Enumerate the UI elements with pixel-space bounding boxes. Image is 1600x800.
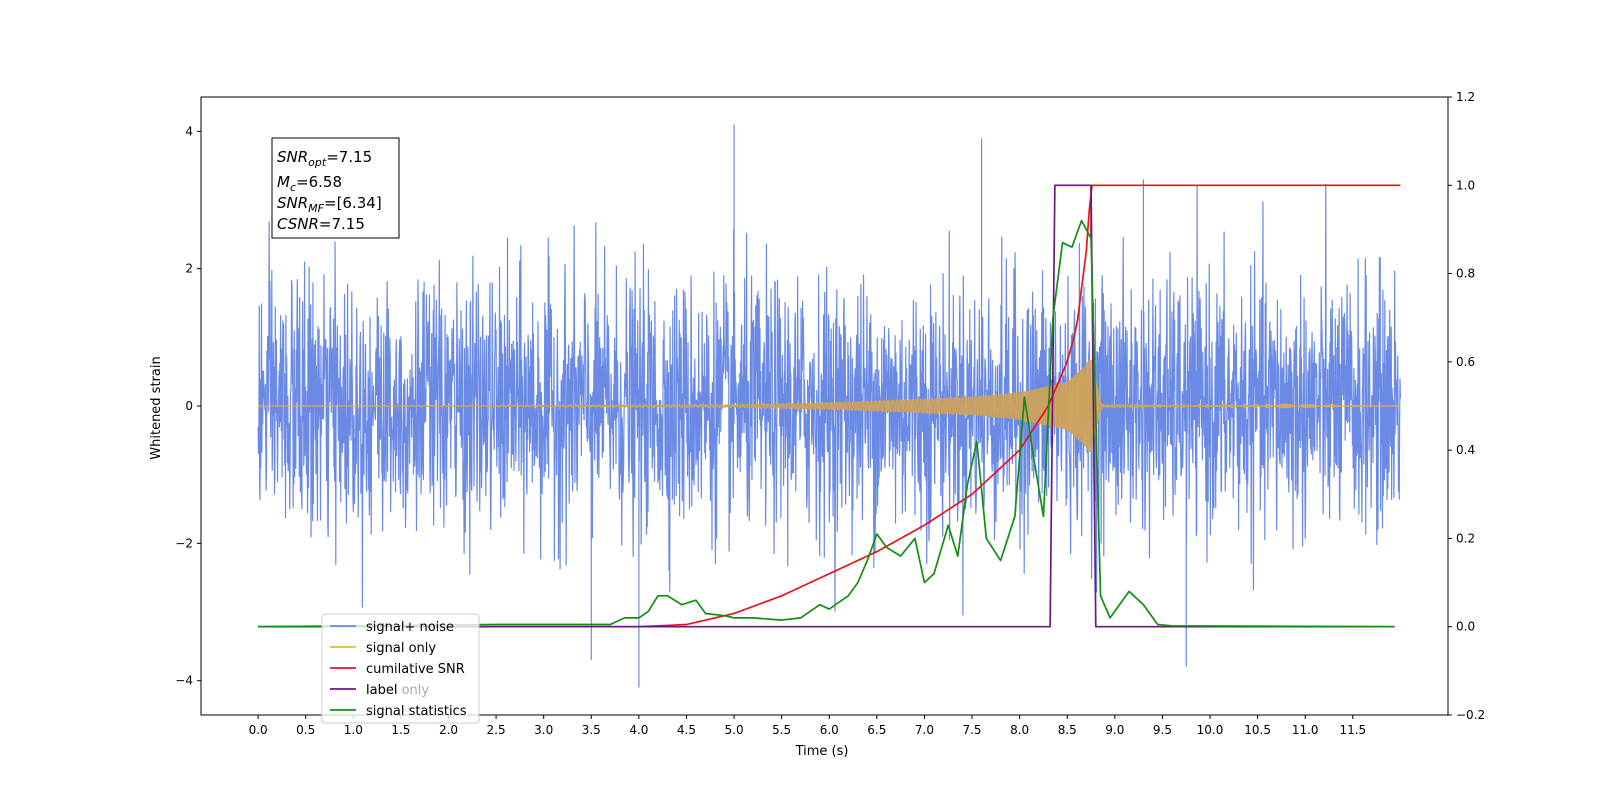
- y-tick-label-right: −0.2: [1456, 708, 1485, 722]
- plot-inner: [257, 124, 1401, 688]
- legend-label: signal statistics: [366, 704, 467, 719]
- x-tick-label: 2.0: [439, 723, 458, 737]
- annotation-mc: Mc=6.58: [277, 173, 342, 194]
- x-tick-label: 3.5: [582, 723, 601, 737]
- x-tick-label: 3.0: [534, 723, 553, 737]
- y-tick-label-right: 0.2: [1456, 531, 1475, 545]
- x-tick-label: 7.0: [915, 723, 934, 737]
- y-tick-label-left: 4: [185, 124, 193, 138]
- x-tick-label: 9.0: [1105, 723, 1124, 737]
- x-tick-label: 11.0: [1292, 723, 1319, 737]
- x-tick-label: 10.5: [1244, 723, 1271, 737]
- legend-overlay-label: label: [366, 683, 397, 698]
- annotation-snr-mf: SNRMF=[6.34]: [277, 194, 382, 215]
- x-tick-label: 2.5: [487, 723, 506, 737]
- legend-label: signal+ noise: [366, 620, 454, 635]
- y-tick-label-right: 0.6: [1456, 355, 1475, 369]
- series-signal-statistics: [258, 219, 1395, 628]
- y-tick-label-left: 0: [185, 399, 193, 413]
- x-tick-label: 6.5: [867, 723, 886, 737]
- x-tick-label: 4.5: [677, 723, 696, 737]
- y-axis-label-left: Whitened strain: [149, 356, 164, 459]
- x-tick-label: 5.0: [725, 723, 744, 737]
- x-tick-label: 11.5: [1339, 723, 1366, 737]
- legend-frame: [321, 613, 480, 724]
- x-tick-label: 10.0: [1197, 723, 1224, 737]
- y-tick-label-right: 1.2: [1456, 90, 1475, 104]
- x-tick-label: 1.5: [391, 723, 410, 737]
- x-tick-label: 4.0: [629, 723, 648, 737]
- y-tick-label-right: 0.4: [1456, 443, 1475, 457]
- series-label: [258, 184, 1395, 628]
- legend-label: cumilative SNR: [366, 662, 465, 677]
- y-tick-label-right: 0.0: [1456, 620, 1475, 634]
- legend: signal+ noise signal only cumilative SNR la…: [321, 613, 480, 724]
- x-axis-label: Time (s): [795, 744, 849, 759]
- series-signal-noise: [257, 124, 1401, 688]
- y-tick-label-left: −2: [175, 536, 193, 550]
- annotation-frame: [271, 137, 400, 239]
- x-tick-label: 6.0: [820, 723, 839, 737]
- legend-label: signal only: [366, 641, 436, 656]
- annotation-snr-opt: SNRopt=7.15: [277, 148, 372, 169]
- y-tick-label-left: 2: [185, 262, 193, 276]
- plot-area: [257, 124, 1401, 688]
- x-tick-label: 8.5: [1058, 723, 1077, 737]
- series-signal-only-envelope: [258, 359, 1401, 453]
- x-tick-label: 0.5: [296, 723, 315, 737]
- x-tick-label: 0.0: [249, 723, 268, 737]
- y-tick-label-left: −4: [175, 674, 193, 688]
- x-tick-label: 7.5: [962, 723, 981, 737]
- annotation-csnr: CSNR=7.15: [277, 215, 365, 233]
- x-tick-label: 9.5: [1153, 723, 1172, 737]
- x-tick-label: 8.0: [1010, 723, 1029, 737]
- x-tick-label: 1.0: [344, 723, 363, 737]
- x-tick-label: 5.5: [772, 723, 791, 737]
- legend-label: label only: [366, 683, 429, 698]
- y-tick-label-right: 1.0: [1456, 178, 1475, 192]
- axes: 0.0 0.5 1.0 1.5 2.0 2.5 3.0 3.5 4.0 4.5 5.0 5.5 6.0 6…: [175, 90, 1485, 737]
- y-tick-label-right: 0.8: [1456, 267, 1475, 281]
